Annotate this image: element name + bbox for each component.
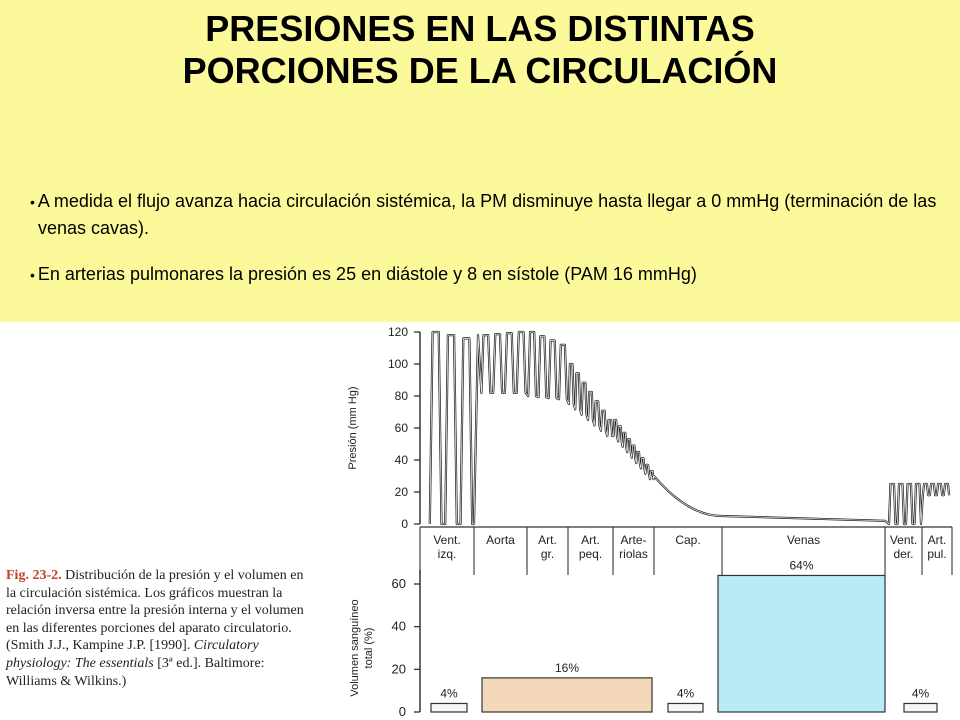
volume-bar-label: 4% [440,686,458,700]
volume-y-tick-label: 60 [392,576,406,591]
volume-bar-label: 64% [789,558,813,572]
pressure-category-label: Arte-riolas [619,533,648,561]
volume-chart: 0 20 40 60 Volumen sanguíneo total (%) 4% 16% 4%… [349,558,938,719]
volume-bar-label: 4% [912,686,930,700]
volume-bar-label: 4% [677,686,695,700]
bullet-item: • En arterias pulmonares la presión es 25… [30,261,940,288]
volume-bar [667,702,704,713]
figure-area: 0 20 40 60 80 100 120 Presión (mm Hg) Vent. izq. A… [0,322,960,720]
pressure-category-label: Vent. der. [890,533,917,561]
pressure-y-tick-label: 120 [388,325,408,339]
pressure-category-label: Vent. izq. [433,533,460,561]
volume-bar [430,702,468,713]
pressure-category-label: Art. gr. [538,533,557,561]
bullet-text: A medida el flujo avanza hacia circulaci… [37,191,937,238]
caption-text-end: [3ª ed.]. Baltimore: Williams & Wilkins.… [6,655,265,689]
caption-book-title: Circulatory physiology: The essentials [6,638,259,671]
volume-bar [903,702,938,713]
caption-text: Distribución de la presión y el volumen … [6,568,304,654]
pressure-category-label: Aorta [486,533,515,547]
pressure-y-tick-label: 20 [395,485,409,499]
bullet-dot-icon: • [30,194,35,210]
pressure-category-label: Venas [787,533,820,547]
volume-y-tick-label: 40 [392,619,406,634]
volume-bar [717,574,886,713]
slide-title: PRESIONES EN LAS DISTINTAS PORCIONES DE … [0,8,960,92]
pressure-chart: 0 20 40 60 80 100 120 Presión (mm Hg) Vent. izq. A… [347,325,953,575]
volume-y-axis-label: Volumen sanguíneo total (%) [349,599,375,696]
bullet-dot-icon: • [30,267,35,283]
pressure-y-tick-label: 40 [395,453,409,467]
volume-bar-label: 16% [555,661,579,675]
volume-y-tick-label: 0 [399,704,406,719]
title-line-1: PRESIONES EN LAS DISTINTAS [205,8,755,49]
pressure-category-label: Art. peq. [579,533,602,561]
bullet-list: • A medida el flujo avanza hacia circulac… [30,188,940,308]
pressure-y-axis-label: Presión (mm Hg) [347,386,359,469]
bullet-item: • A medida el flujo avanza hacia circulac… [30,188,940,241]
title-line-2: PORCIONES DE LA CIRCULACIÓN [182,50,778,91]
pressure-category-label: Art. pul. [927,533,946,561]
figure-caption: Fig. 23-2. Distribución de la presión y … [6,567,314,690]
title-banner: PRESIONES EN LAS DISTINTAS PORCIONES DE … [0,0,960,322]
pressure-y-tick-label: 0 [401,517,408,531]
pressure-y-tick-label: 80 [395,389,409,403]
pressure-curve [428,330,951,526]
volume-y-tick-label: 20 [392,661,406,676]
bullet-text: En arterias pulmonares la presión es 25 … [37,264,697,284]
pressure-category-label: Cap. [675,533,700,547]
pressure-volume-chart: 0 20 40 60 80 100 120 Presión (mm Hg) Vent. izq. A… [347,325,953,719]
pressure-y-tick-label: 100 [388,357,408,371]
figure-number: Fig. 23-2. [6,568,62,583]
pressure-curve-inner [429,331,950,525]
volume-bar [481,677,653,713]
pressure-y-tick-label: 60 [395,421,409,435]
